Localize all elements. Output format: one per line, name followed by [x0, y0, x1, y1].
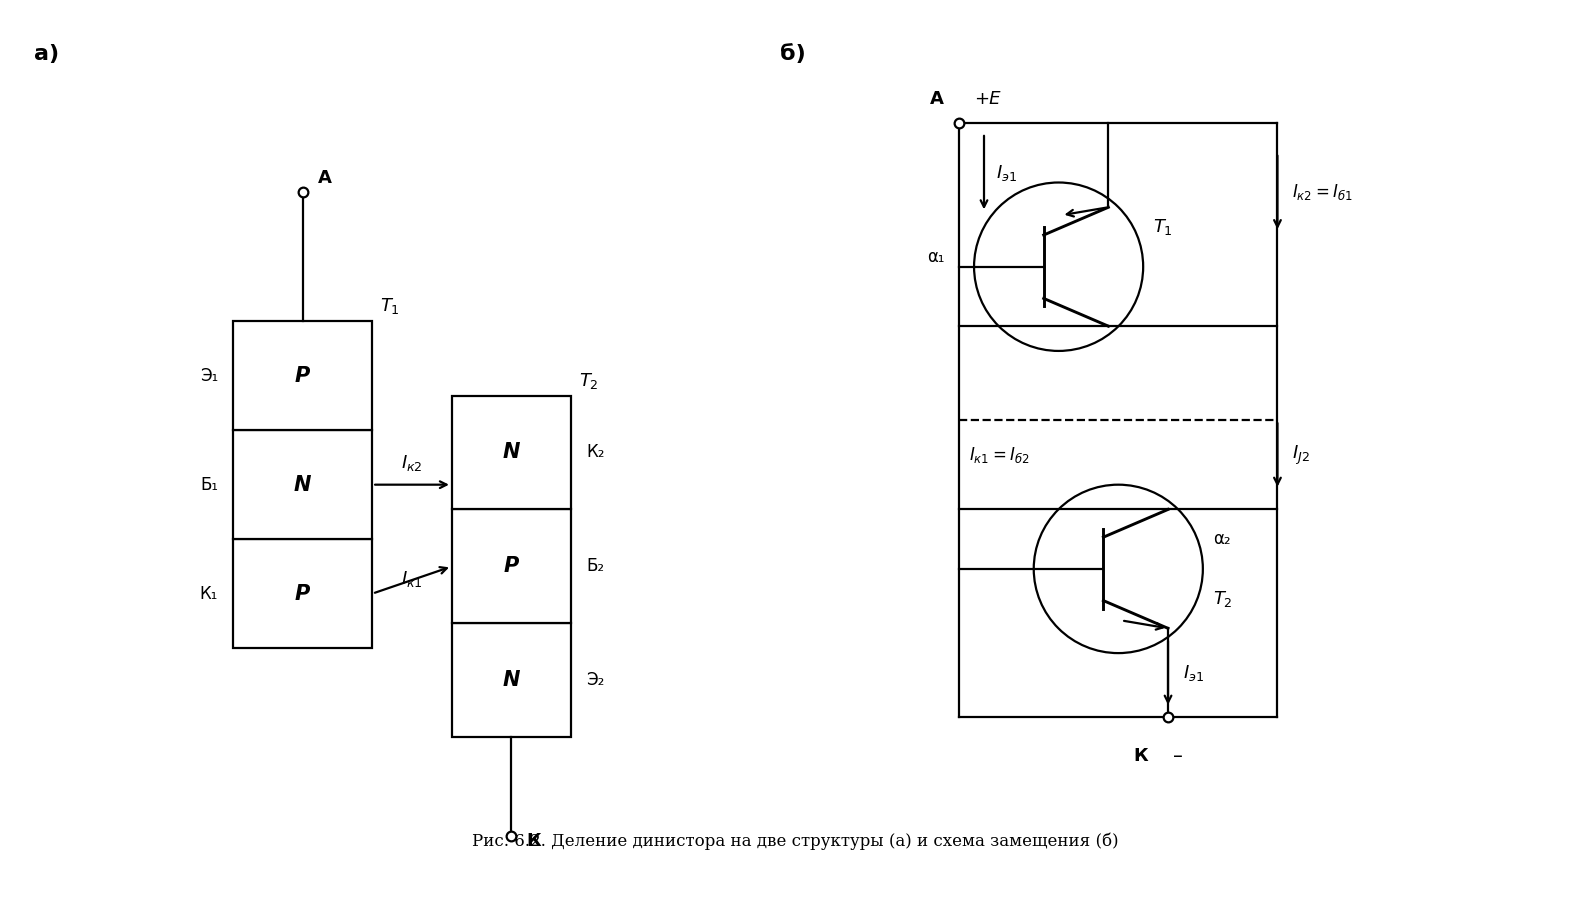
Text: А: А: [931, 90, 943, 108]
Text: –: –: [1173, 747, 1182, 766]
Text: Э₂: Э₂: [585, 671, 605, 689]
Text: P: P: [504, 556, 519, 576]
Text: $I_{к2}$: $I_{к2}$: [401, 453, 423, 472]
Text: а): а): [33, 44, 59, 64]
Text: P: P: [294, 584, 310, 604]
Bar: [452, 509, 571, 624]
Text: $I_{к2}=I_{б1}$: $I_{к2}=I_{б1}$: [1292, 183, 1352, 202]
Text: $I_{э1}$: $I_{э1}$: [996, 163, 1017, 183]
Text: $I_{J2}$: $I_{J2}$: [1292, 444, 1309, 466]
Text: К₂: К₂: [585, 444, 605, 462]
Text: N: N: [503, 443, 520, 463]
Text: N: N: [294, 474, 312, 495]
Bar: [232, 430, 372, 539]
Text: Б₁: Б₁: [200, 476, 218, 494]
Text: P: P: [294, 365, 310, 386]
Text: б): б): [780, 44, 805, 64]
Bar: [232, 539, 372, 648]
Text: +E: +E: [974, 90, 1001, 108]
Bar: [452, 624, 571, 737]
Text: α₁: α₁: [926, 248, 943, 266]
Text: $T_1$: $T_1$: [380, 296, 399, 316]
Text: $I_{э1}$: $I_{э1}$: [1184, 663, 1204, 683]
Text: Б₂: Б₂: [585, 557, 605, 575]
Text: $I_{к1}=I_{б2}$: $I_{к1}=I_{б2}$: [969, 445, 1029, 465]
Text: N: N: [503, 670, 520, 690]
Text: $T_2$: $T_2$: [579, 371, 598, 391]
Bar: [452, 395, 571, 509]
Text: К: К: [527, 832, 541, 850]
Text: $T_1$: $T_1$: [1153, 217, 1173, 237]
Bar: [232, 321, 372, 430]
Text: $T_2$: $T_2$: [1212, 589, 1233, 608]
Text: К: К: [1133, 747, 1149, 765]
Text: К₁: К₁: [199, 585, 218, 603]
Text: Рис. 6.2. Деление динистора на две структуры (а) и схема замещения (б): Рис. 6.2. Деление динистора на две струк…: [473, 832, 1118, 850]
Text: А: А: [318, 168, 331, 186]
Text: Э₁: Э₁: [200, 366, 218, 384]
Text: $I_{к1}$: $I_{к1}$: [401, 569, 423, 589]
Text: α₂: α₂: [1212, 530, 1230, 548]
